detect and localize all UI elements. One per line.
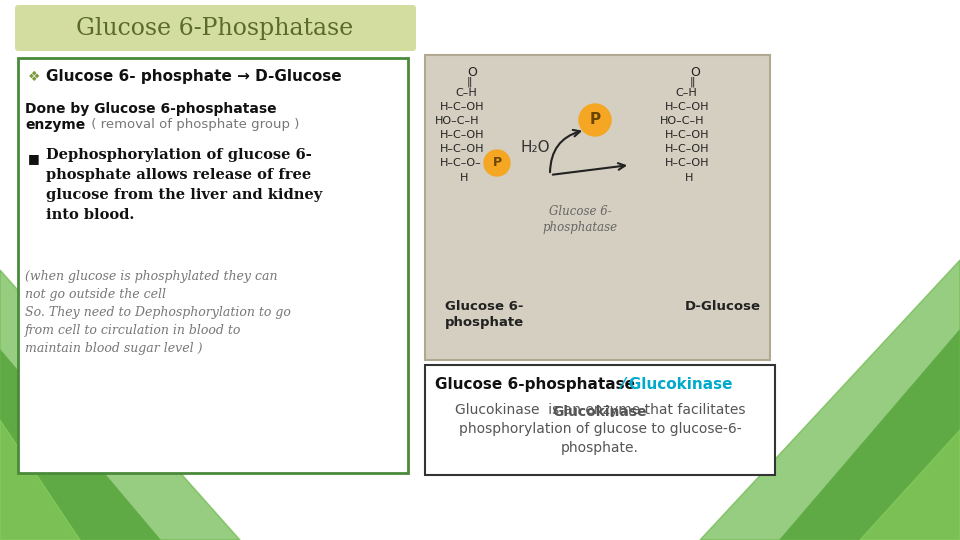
Text: H–C–O–: H–C–O–: [440, 158, 482, 168]
Text: Glucokinase: Glucokinase: [553, 405, 647, 419]
Text: O: O: [467, 65, 477, 78]
Text: enzyme: enzyme: [25, 118, 85, 132]
Text: H₂O: H₂O: [520, 140, 550, 156]
Text: P: P: [492, 157, 501, 170]
Text: D-Glucose: D-Glucose: [685, 300, 761, 313]
Text: H–C–OH: H–C–OH: [665, 158, 709, 168]
Text: O: O: [690, 65, 700, 78]
Text: ( removal of phosphate group ): ( removal of phosphate group ): [87, 118, 300, 131]
Text: Glucose 6-
phosphate: Glucose 6- phosphate: [445, 300, 524, 329]
Text: Glucose 6-
phosphatase: Glucose 6- phosphatase: [542, 205, 617, 234]
Text: C–H: C–H: [455, 88, 477, 98]
FancyBboxPatch shape: [425, 365, 775, 475]
Polygon shape: [780, 330, 960, 540]
Text: Done by Glucose 6-phosphatase: Done by Glucose 6-phosphatase: [25, 102, 276, 116]
Text: ❖: ❖: [28, 70, 40, 84]
Text: H–C–OH: H–C–OH: [440, 130, 485, 140]
Text: H–C–OH: H–C–OH: [440, 144, 485, 154]
Text: H: H: [460, 173, 468, 183]
Text: Glucose 6- phosphate → D-Glucose: Glucose 6- phosphate → D-Glucose: [46, 70, 342, 84]
FancyArrowPatch shape: [553, 163, 625, 174]
Text: HO–C–H: HO–C–H: [435, 116, 479, 126]
Text: H–C–OH: H–C–OH: [665, 130, 709, 140]
Text: H–C–OH: H–C–OH: [665, 102, 709, 112]
Text: C–H: C–H: [675, 88, 697, 98]
Text: Glucose 6-Phosphatase: Glucose 6-Phosphatase: [77, 17, 353, 39]
Text: H–C–OH: H–C–OH: [665, 144, 709, 154]
Text: Glucose 6-phosphatase: Glucose 6-phosphatase: [435, 377, 635, 392]
Text: P: P: [589, 112, 601, 127]
Text: ⁄ Glucokinase: ⁄ Glucokinase: [621, 377, 732, 392]
FancyBboxPatch shape: [18, 58, 408, 473]
FancyArrowPatch shape: [550, 130, 580, 172]
Text: ■: ■: [28, 152, 39, 165]
Circle shape: [484, 150, 510, 176]
Polygon shape: [0, 270, 240, 540]
Polygon shape: [0, 420, 80, 540]
FancyBboxPatch shape: [425, 55, 770, 360]
Text: Dephosphorylation of glucose 6-
phosphate allows release of free
glucose from th: Dephosphorylation of glucose 6- phosphat…: [46, 148, 323, 222]
Polygon shape: [0, 350, 160, 540]
Text: ‖: ‖: [467, 77, 472, 87]
Circle shape: [579, 104, 611, 136]
Text: H–C–OH: H–C–OH: [440, 102, 485, 112]
Text: HO–C–H: HO–C–H: [660, 116, 705, 126]
FancyBboxPatch shape: [15, 5, 416, 51]
Text: Glucokinase  is an enzyme that facilitates
phosphorylation of glucose to glucose: Glucokinase is an enzyme that facilitate…: [455, 403, 745, 455]
Text: H: H: [685, 173, 693, 183]
Polygon shape: [700, 260, 960, 540]
Text: (when glucose is phosphylated they can
not go outside the cell
So. They need to : (when glucose is phosphylated they can n…: [25, 270, 291, 355]
Text: ‖: ‖: [690, 77, 695, 87]
Polygon shape: [860, 430, 960, 540]
